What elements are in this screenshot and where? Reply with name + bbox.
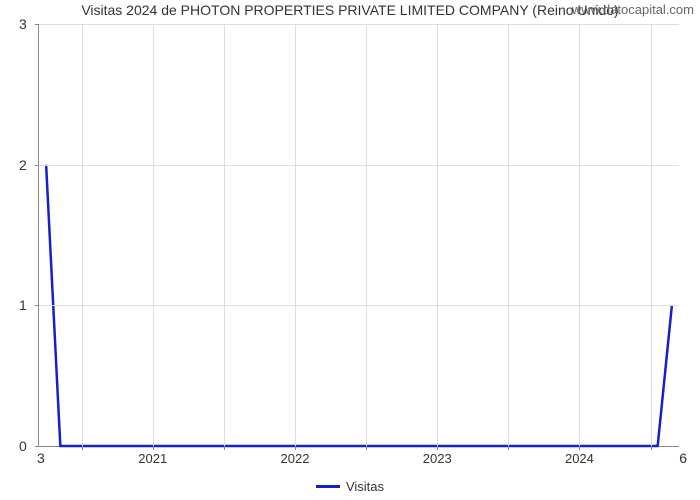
grid-line-h xyxy=(39,305,679,306)
grid-line-v xyxy=(82,24,83,446)
grid-line-v xyxy=(224,24,225,446)
y-tick-label: 1 xyxy=(19,297,27,313)
x-tick-mark xyxy=(153,446,154,450)
x-tick-label: 2022 xyxy=(281,451,310,466)
x-tick-mark xyxy=(224,446,225,450)
grid-line-v xyxy=(651,24,652,446)
watermark: www.datocapital.com xyxy=(572,2,694,17)
y-tick-label: 2 xyxy=(19,157,27,173)
grid-line-v xyxy=(437,24,438,446)
x-tick-label: 2024 xyxy=(565,451,594,466)
grid-line-v xyxy=(508,24,509,446)
x-tick-label: 2021 xyxy=(138,451,167,466)
x-tick-mark xyxy=(295,446,296,450)
chart-container: Visitas 2024 de PHOTON PROPERTIES PRIVAT… xyxy=(0,0,700,500)
y-tick-mark xyxy=(35,446,39,447)
x-tick-mark xyxy=(437,446,438,450)
grid-line-h xyxy=(39,24,679,25)
y-tick-mark xyxy=(35,305,39,306)
plot-area: 0123202120222023202436 xyxy=(38,24,679,447)
legend: Visitas xyxy=(0,479,700,494)
x-tick-label: 2023 xyxy=(423,451,452,466)
x-tick-mark xyxy=(508,446,509,450)
grid-line-v xyxy=(295,24,296,446)
y-tick-mark xyxy=(35,24,39,25)
grid-line-h xyxy=(39,165,679,166)
y-tick-mark xyxy=(35,165,39,166)
x-tick-mark xyxy=(366,446,367,450)
legend-label: Visitas xyxy=(346,479,384,494)
x-tick-mark xyxy=(579,446,580,450)
grid-line-v xyxy=(153,24,154,446)
y-tick-label: 0 xyxy=(19,438,27,454)
legend-swatch xyxy=(316,485,340,488)
x-axis-start-label: 3 xyxy=(37,450,45,466)
line-series-svg xyxy=(39,24,679,446)
x-tick-mark xyxy=(651,446,652,450)
x-tick-mark xyxy=(82,446,83,450)
grid-line-v xyxy=(579,24,580,446)
x-axis-end-label: 6 xyxy=(679,450,687,466)
grid-line-v xyxy=(366,24,367,446)
y-tick-label: 3 xyxy=(19,16,27,32)
